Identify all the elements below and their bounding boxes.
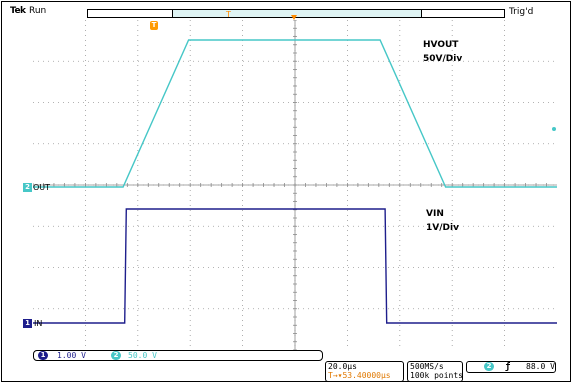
vin-title: VIN [426,209,444,219]
ch1-scale-readout[interactable]: 1.00 V [57,351,86,360]
trigger-position-marker: T [226,10,231,19]
timebase-box[interactable] [325,361,404,382]
ch2-scale-readout[interactable]: 50.0 V [128,351,157,360]
trigger-box[interactable] [466,361,556,373]
ch1-ground-marker[interactable]: 1 [23,319,32,328]
record-length: 100k points [410,371,463,380]
record-view-window[interactable] [172,10,422,17]
trigger-source-badge: 2 [484,362,494,371]
vin-trace [33,208,557,324]
hvout-trace [33,39,557,188]
hvout-title: HVOUT [423,40,459,50]
ch2-ground-marker[interactable]: 2 [23,183,32,192]
ch1-badge[interactable]: 1 [38,351,48,360]
ch2-label: OUT [33,183,51,192]
delay-readout: T→▾53.40000µs [328,371,391,380]
trigger-level-marker [552,127,556,131]
trigger-slope-icon: ƒ [505,362,511,372]
channel-readout-box [33,350,323,361]
hvout-scale: 50V/Div [423,54,463,64]
ch2-badge[interactable]: 2 [111,351,121,360]
vin-scale: 1V/Div [426,223,459,233]
status-bar: Tek Run T Trig'd [0,0,574,20]
trigger-time-arrow-icon [291,15,297,20]
trigger-status: Trig'd [509,7,534,17]
trigger-point-marker[interactable]: T [150,21,158,30]
sample-rate: 500MS/s [410,362,444,371]
graticule [33,20,557,350]
tek-logo: Tek [10,6,26,16]
acquisition-box[interactable] [407,361,463,382]
trigger-level-readout: 88.0 V [526,362,555,371]
timebase-readout: 20.0µs [328,362,357,371]
run-status: Run [29,6,47,16]
grid-lines [33,20,557,350]
waveform-traces [33,39,557,324]
ch1-label: IN [34,319,43,328]
